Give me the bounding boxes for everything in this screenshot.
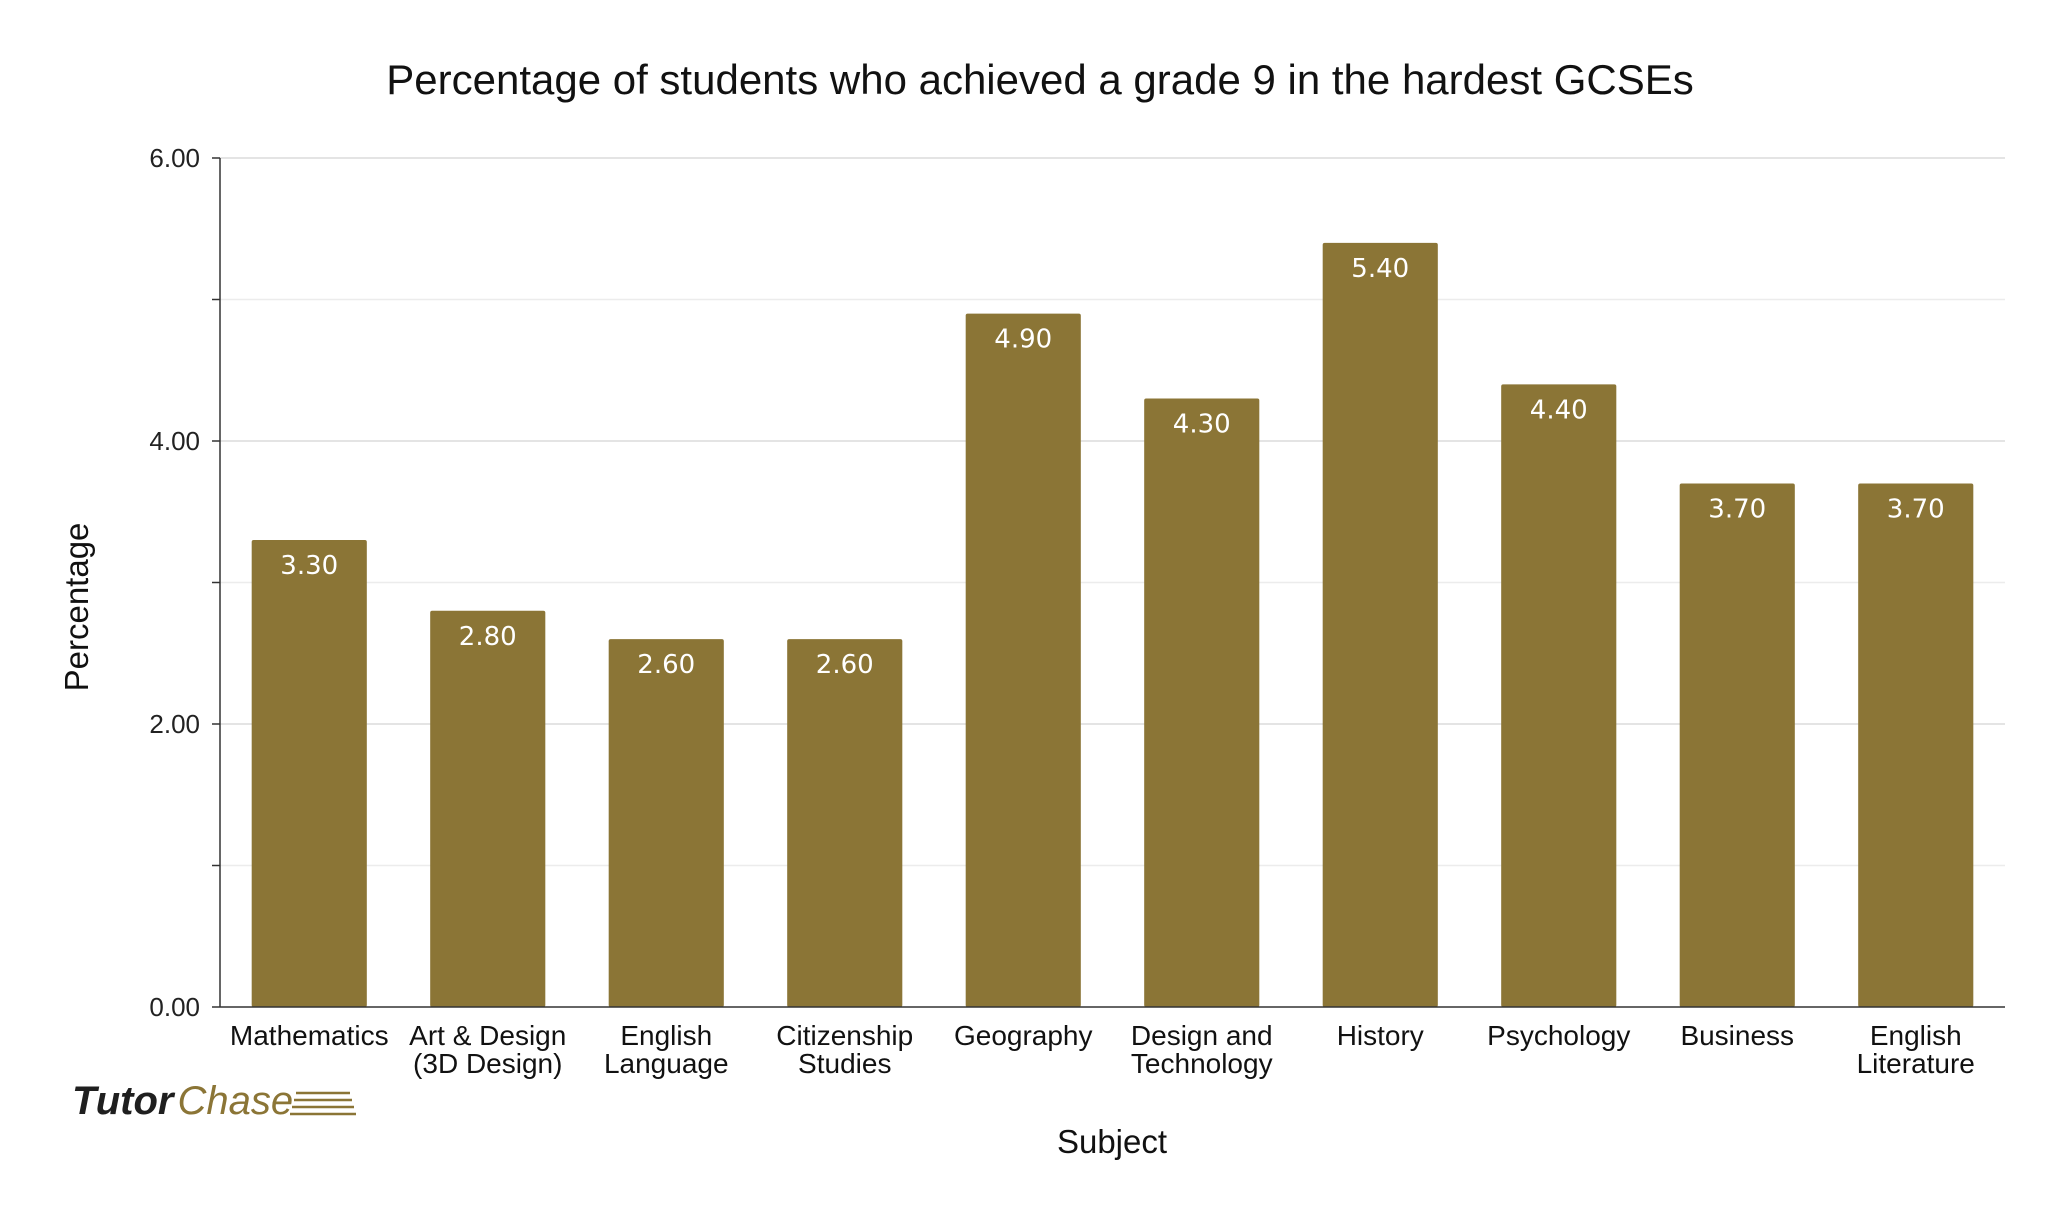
x-tick-label: History [1337,1020,1424,1051]
bar [608,639,724,1007]
x-tick-label: Citizenship Studies [776,1020,913,1079]
tutorchase-logo: Tutor Chase [72,1079,356,1123]
bar [1144,398,1260,1007]
bar [1322,242,1438,1007]
bar-value-label: 3.70 [1887,494,1945,524]
x-tick-label-line: English [1870,1020,1962,1051]
y-tick-label: 4.00 [149,426,200,456]
bar-value-label: 2.60 [637,650,695,680]
x-tick-label-line: Art & Design [409,1020,566,1051]
y-tick-label: 2.00 [149,709,200,739]
x-tick-label-line: Language [604,1048,729,1079]
x-tick-label-line: English [620,1020,712,1051]
x-tick-label-line: History [1337,1020,1424,1051]
x-tick-label: Business [1680,1020,1794,1051]
x-tick-label-line: Literature [1857,1048,1975,1079]
bar-value-label: 4.90 [994,325,1052,355]
x-tick-label: English Language [604,1020,729,1079]
logo-text-chase: Chase [177,1079,293,1123]
bar-value-label: 2.80 [459,622,517,652]
x-tick-label: Psychology [1487,1020,1630,1051]
y-axis-label: Percentage [58,523,95,692]
bar-value-label: 3.70 [1708,494,1766,524]
bar [1858,483,1974,1007]
y-axis: 0.00 2.00 4.00 6.00 [149,143,221,1022]
y-tick-label: 0.00 [149,992,200,1022]
x-tick-label-line: Technology [1131,1048,1273,1079]
bar-value-label: 5.40 [1351,254,1409,284]
bars: 3.30 2.80 2.60 2.60 4.90 4.30 5.40 4.40 3.70 3.70 [251,242,1974,1007]
logo-text-tutor: Tutor [72,1079,176,1123]
x-tick-label-line: Citizenship [776,1020,913,1051]
bar [1679,483,1795,1007]
bar [1501,384,1617,1007]
bar-value-label: 4.30 [1173,410,1231,440]
bar [965,313,1081,1007]
x-tick-label-line: Design and [1131,1020,1273,1051]
x-tick-label: Geography [954,1020,1093,1051]
x-tick-label: Mathematics [230,1020,389,1051]
x-tick-label-line: Studies [798,1048,891,1079]
bar-value-label: 4.40 [1530,395,1588,425]
x-axis-label: Subject [1057,1123,1167,1160]
x-tick-label-line: Business [1680,1020,1794,1051]
speed-lines-icon [290,1091,356,1116]
x-tick-label-line: Psychology [1487,1020,1630,1051]
bar [787,639,903,1007]
y-tick-label: 6.00 [149,143,200,173]
bar [251,540,367,1007]
x-tick-label-line: (3D Design) [413,1048,562,1079]
chart-title: Percentage of students who achieved a gr… [386,56,1693,103]
bar-value-label: 3.30 [280,551,338,581]
x-tick-label-line: Mathematics [230,1020,389,1051]
x-tick-label-line: Geography [954,1020,1093,1051]
bar-value-label: 2.60 [816,650,874,680]
x-axis: Mathematics Art & Design (3D Design) Englis… [220,1006,2005,1079]
x-tick-label: English Literature [1857,1020,1975,1079]
bar [430,610,546,1007]
x-tick-label: Design and Technology [1131,1020,1273,1079]
x-tick-label: Art & Design (3D Design) [409,1020,566,1079]
